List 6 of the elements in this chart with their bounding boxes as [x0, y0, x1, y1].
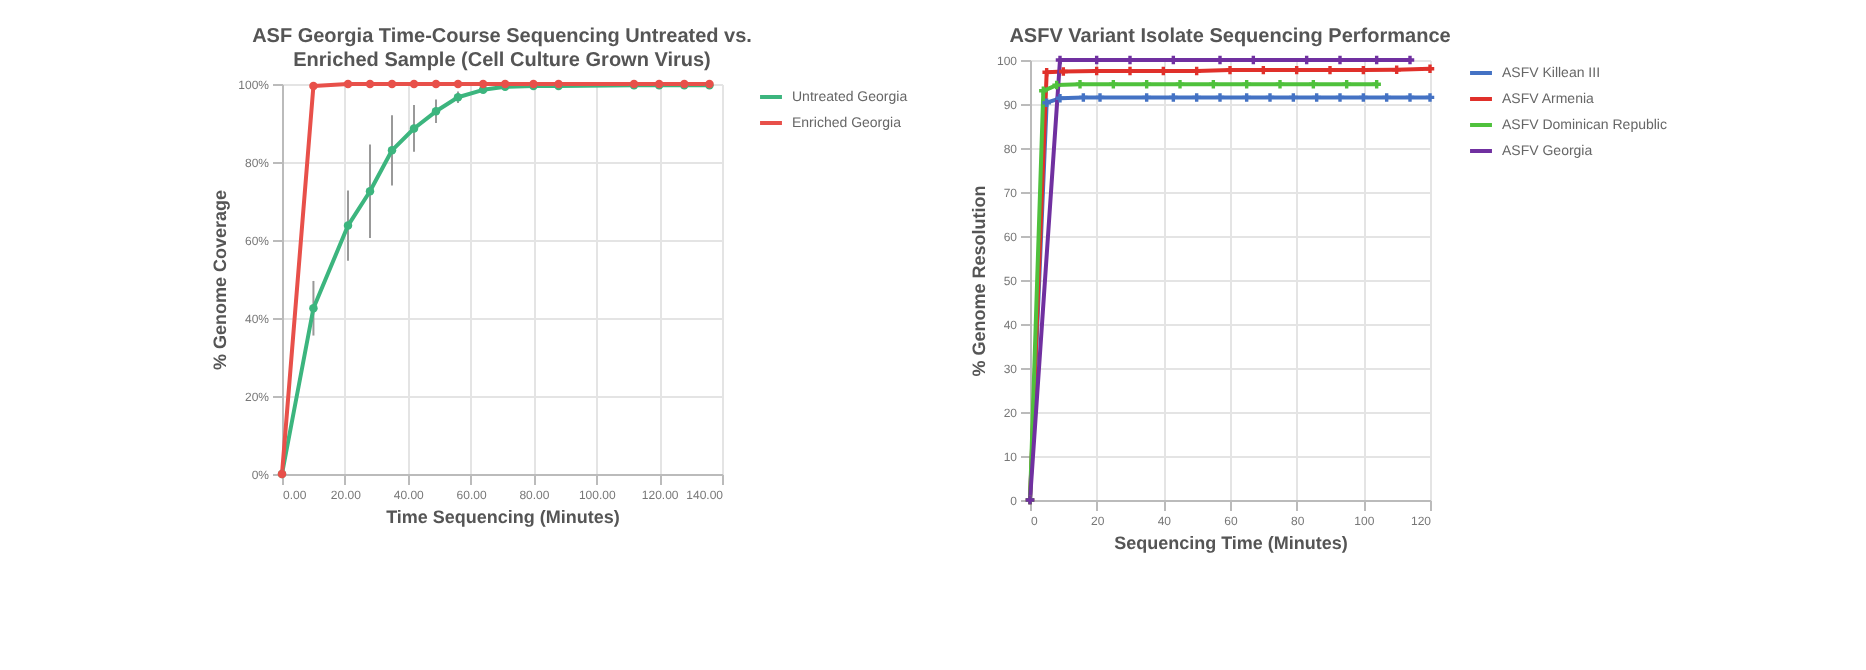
x-axis-title: Time Sequencing (Minutes)	[386, 507, 620, 527]
y-axis-title: % Genome Coverage	[210, 189, 231, 371]
y-axis-title: % Genome Resolution	[968, 185, 989, 377]
chart-title: ASFV Variant Isolate Sequencing Performance	[1009, 26, 1452, 48]
chart-title: ASF Georgia Time-Course Sequencing Untreated vs. Enriched Sample (Cell Culture Grown Virus)	[252, 26, 753, 72]
x-axis-title: Sequencing Time (Minutes)	[1114, 533, 1348, 553]
